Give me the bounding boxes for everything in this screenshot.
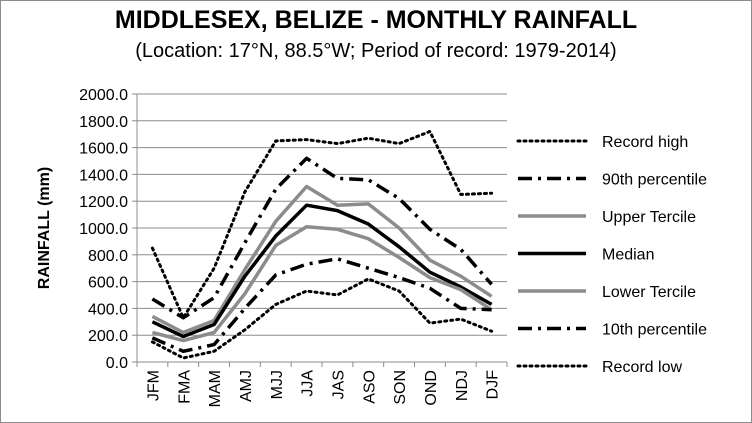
x-axis-ticks: JFM FMA MAM AMJ MJJ JJA JAS ASO SON OND NDJ DJF <box>136 362 508 407</box>
series-line-record-low <box>150 277 494 360</box>
legend-label: Lower Tercile <box>602 284 696 301</box>
series-lines <box>150 130 494 360</box>
x-tick-label: MAM <box>207 370 224 407</box>
x-tick-label: AMJ <box>238 370 255 402</box>
series-line-record-high <box>150 130 494 320</box>
axes <box>136 94 507 363</box>
legend-label: Record low <box>602 359 682 376</box>
chart-subtitle: (Location: 17°N, 88.5°W; Period of recor… <box>135 40 617 62</box>
legend-label: Median <box>602 247 654 264</box>
x-tick-label: JJA <box>300 370 317 397</box>
legend-label: Record high <box>602 134 688 151</box>
legend-label: 90th percentile <box>602 172 707 189</box>
series-line-10th-percentile <box>151 257 492 354</box>
series-line-lower-tercile <box>151 224 493 343</box>
x-tick-label: ASO <box>361 370 378 404</box>
y-tick-label: 1600.0 <box>79 141 128 158</box>
series-line-upper-tercile <box>151 184 493 335</box>
gridlines <box>137 93 507 336</box>
y-tick-label: 1400.0 <box>79 167 128 184</box>
x-tick-label: NDJ <box>454 370 471 401</box>
y-tick-label: 1200.0 <box>79 194 128 211</box>
y-tick-label: 200.0 <box>88 328 128 345</box>
series-line-median <box>151 203 493 339</box>
y-tick-label: 1000.0 <box>79 221 128 238</box>
x-tick-label: OND <box>423 370 440 406</box>
x-tick-label: DJF <box>485 370 502 400</box>
y-tick-label: 600.0 <box>88 275 128 292</box>
x-tick-label: FMA <box>176 370 193 404</box>
legend-label: Upper Tercile <box>602 209 696 226</box>
y-axis-label: RAINFALL (mm) <box>36 167 53 289</box>
y-axis-ticks: 0.0 200.0 400.0 600.0 800.0 1000.0 1200.0 1400.… <box>79 87 137 372</box>
x-tick-label: JFM <box>145 370 162 401</box>
series-line-90th-percentile <box>151 156 493 320</box>
x-tick-label: JAS <box>330 370 347 399</box>
x-tick-label: SON <box>392 370 409 405</box>
x-tick-label: MJJ <box>269 370 286 399</box>
y-tick-label: 400.0 <box>88 301 128 318</box>
chart-title: MIDDLESEX, BELIZE - MONTHLY RAINFALL <box>114 6 638 34</box>
legend-label: 10th percentile <box>602 322 707 339</box>
y-tick-label: 2000.0 <box>79 87 128 104</box>
y-tick-label: 800.0 <box>88 248 128 265</box>
legend: Record high 90th percentile Upper Tercile M… <box>516 134 707 376</box>
y-tick-label: 0.0 <box>106 355 128 372</box>
y-tick-label: 1800.0 <box>79 114 128 131</box>
